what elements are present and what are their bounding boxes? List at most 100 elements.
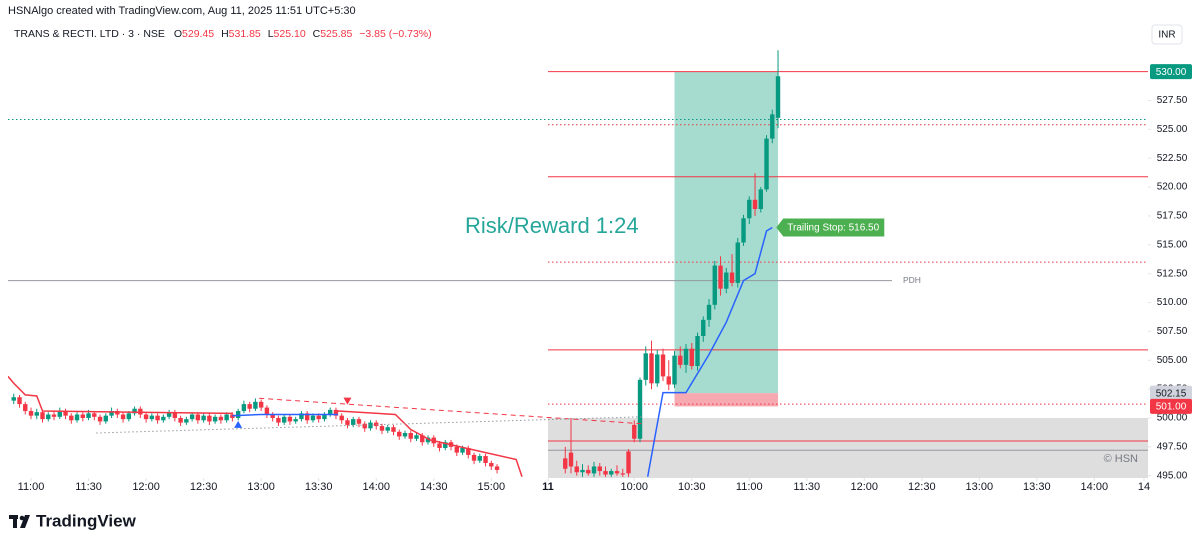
candle-body [718, 265, 723, 289]
indicator-line [337, 410, 523, 478]
candle-body [287, 416, 293, 422]
candle-body [420, 435, 425, 443]
candle-body [735, 242, 740, 283]
candle-body [477, 456, 482, 461]
x-tick-label: 12:00 [132, 481, 160, 493]
candle-body [103, 415, 109, 422]
ohlc-value: 529.45 [182, 28, 214, 40]
watermark: © HSN [1104, 453, 1138, 465]
currency-box[interactable] [1151, 24, 1183, 45]
ohlc-key: O [174, 28, 182, 40]
candle-body [235, 411, 241, 418]
candle-body [310, 415, 316, 421]
y-tick-label: 517.50 [1157, 211, 1188, 222]
logo-shape [20, 515, 30, 528]
candle-body [207, 415, 212, 422]
candle-body [695, 336, 700, 367]
candle-body [264, 407, 270, 415]
candle-body [701, 319, 706, 337]
candle-body [155, 415, 160, 421]
plot-area: PDH [8, 50, 1148, 478]
x-tick-label: 12:00 [851, 481, 879, 493]
candle-body [672, 355, 677, 385]
candle-body [253, 401, 258, 409]
ohlc-value: 525.85 [320, 28, 352, 40]
candle-body [276, 417, 281, 423]
candle-body [414, 435, 419, 439]
candle-body [86, 413, 91, 418]
candle-body [195, 414, 201, 421]
candle-body [362, 423, 367, 429]
candle-body [385, 427, 390, 431]
candle-body [454, 446, 459, 453]
x-tick-label: 12:30 [908, 481, 936, 493]
candle-body [322, 414, 327, 420]
candle-body [172, 412, 178, 418]
candle-body [620, 473, 625, 475]
candle-body [379, 426, 385, 431]
x-tick-label: 11:00 [18, 481, 45, 493]
ohlc-key: H [221, 28, 229, 40]
trailing-stop-badge [776, 218, 885, 237]
candle-body [28, 411, 34, 416]
candle-body [201, 415, 206, 421]
candle-body [770, 114, 775, 139]
indicator-line [259, 397, 642, 425]
candle-body [184, 419, 189, 423]
signal-marker [234, 420, 243, 428]
x-tick-label: 15:00 [478, 481, 506, 493]
candle-body [339, 415, 344, 421]
candle-body [51, 414, 57, 417]
candle-body [752, 199, 758, 210]
snapshot-title: HSNAlgo created with TradingView.com, Au… [8, 5, 356, 17]
candle-body [109, 411, 114, 416]
candle-body [683, 348, 689, 365]
price-badge [1150, 64, 1192, 80]
x-tick-label: 10:30 [678, 481, 706, 493]
x-tick-label: 14:00 [362, 481, 390, 493]
candle-body [69, 415, 74, 421]
candle-body [437, 443, 442, 448]
x-tick-label: 13:30 [1023, 481, 1051, 493]
ohlc-value: 531.85 [229, 28, 261, 40]
price-badge [1150, 398, 1192, 414]
candle-body [741, 218, 746, 243]
range-zone [548, 417, 1148, 478]
candle-body [143, 414, 149, 420]
candle-body [149, 415, 155, 420]
candle-body [758, 189, 763, 210]
y-tick-label: 515.00 [1157, 239, 1188, 250]
candle-body [11, 397, 16, 401]
y-tick-label: 510.00 [1157, 297, 1188, 308]
candle-body [609, 471, 614, 475]
logo-shape [19, 515, 25, 521]
candle-body [40, 412, 45, 420]
candle-body [729, 272, 735, 283]
price-badge-label: 502.15 [1156, 388, 1187, 399]
x-tick-label: 11:00 [736, 481, 763, 493]
currency[interactable]: INR [1158, 30, 1175, 41]
price-badge [1150, 385, 1192, 401]
candle-body [224, 414, 229, 421]
candle-body [23, 404, 28, 412]
brand-name: TradingView [36, 511, 137, 530]
y-tick-label: 500.00 [1157, 413, 1188, 424]
candle-body [258, 401, 264, 408]
candle-body [489, 462, 494, 467]
ohlc-value: 525.10 [274, 28, 306, 40]
x-tick-label: 14:30 [420, 481, 448, 493]
candle-body [212, 416, 218, 422]
signal-marker [343, 397, 352, 405]
candle-body [632, 424, 637, 439]
candle-body [316, 415, 321, 420]
candle-body [92, 413, 97, 417]
pdh-label: PDH [903, 275, 921, 285]
candle-body [391, 427, 396, 432]
candle-body [425, 437, 431, 443]
candle-body [299, 413, 304, 420]
indicator-line [646, 226, 773, 477]
trailing-stop-label: Trailing Stop: 516.50 [787, 223, 879, 234]
candle-body [443, 442, 448, 448]
candle-body [247, 404, 252, 409]
